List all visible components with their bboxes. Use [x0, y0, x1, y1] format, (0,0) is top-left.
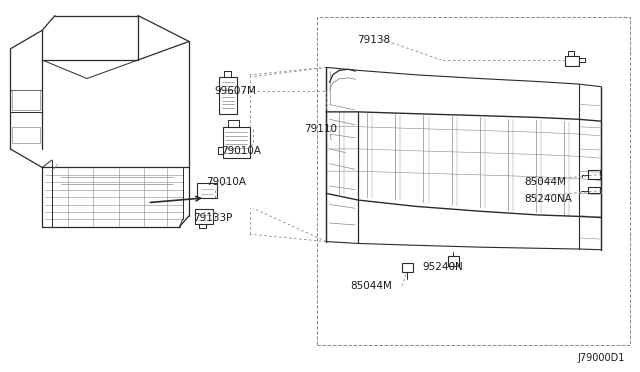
Text: 99607M: 99607M — [214, 87, 257, 96]
Text: 79110: 79110 — [304, 124, 337, 134]
Text: J79000D1: J79000D1 — [578, 353, 625, 363]
Bar — [317, 17, 630, 345]
Text: 79138: 79138 — [357, 35, 390, 45]
Text: 85240NA: 85240NA — [524, 193, 572, 203]
Text: 79010A: 79010A — [221, 146, 261, 156]
Text: 85044M: 85044M — [524, 177, 566, 187]
Text: 95240N: 95240N — [422, 262, 463, 272]
Text: 85044M: 85044M — [351, 281, 392, 291]
Text: 79010A: 79010A — [206, 177, 246, 187]
Text: 79133P: 79133P — [193, 212, 233, 222]
